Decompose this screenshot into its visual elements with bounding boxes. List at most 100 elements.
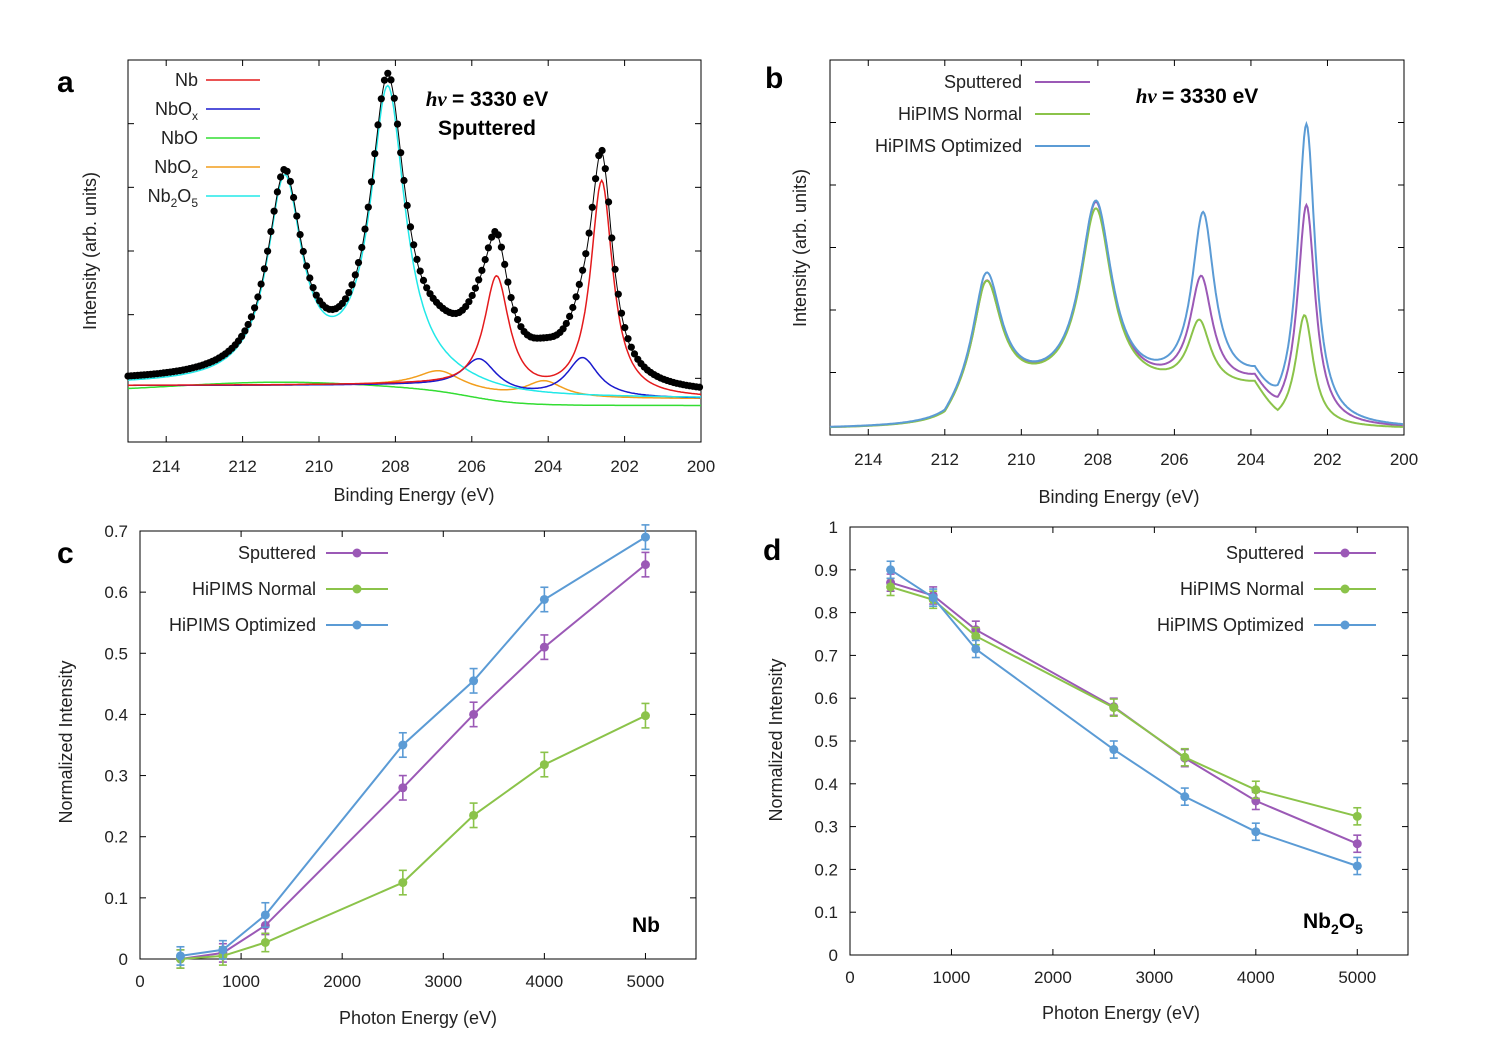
panel-c-data-point xyxy=(218,945,228,955)
panel-c-series-line xyxy=(180,714,646,960)
panel-a-curve-nb2o5 xyxy=(127,84,701,398)
panel-d-data-point xyxy=(1352,811,1362,821)
panel-a-data-point xyxy=(293,212,301,220)
panel-c-data-point xyxy=(260,937,270,947)
panel-a-data-point xyxy=(494,231,502,239)
legend-sub: x xyxy=(192,109,198,123)
panel-c-data-point xyxy=(640,560,650,570)
panel-a-data-point xyxy=(384,69,392,77)
panel-a-data-point xyxy=(588,203,596,211)
panel-d-data-point xyxy=(886,565,896,575)
panel-d-data-point xyxy=(1251,827,1261,837)
panel-a-data-point xyxy=(341,295,350,303)
panel-d-title: Nb2O5 xyxy=(1303,910,1363,937)
panel-d-ytick-label: 0.3 xyxy=(814,818,838,837)
panel-a-data-point xyxy=(624,335,632,343)
panel-a-data-point xyxy=(312,291,320,299)
panel-d-ytick-label: 0.2 xyxy=(814,860,838,879)
panel-c-xtick-label: 4000 xyxy=(525,972,563,991)
panel-d-data-point xyxy=(1352,861,1362,871)
panel-a-data-point xyxy=(345,289,353,297)
panel-d-title-o: O xyxy=(1339,910,1355,933)
panel-c-data-point xyxy=(175,951,185,961)
panel-d-xtick-label: 1000 xyxy=(933,968,971,987)
panel-c-ytick-label: 0.2 xyxy=(104,828,128,847)
panel-a-data-point xyxy=(387,76,395,84)
panel-a-data-point xyxy=(497,243,505,251)
panel-c-data-point xyxy=(469,676,479,686)
panel-a-data-point xyxy=(403,201,411,210)
panel-a-legend-label: NbOx xyxy=(155,99,198,123)
panel-a-data-point xyxy=(309,284,317,292)
panel-a-xlabel: Binding Energy (eV) xyxy=(333,485,494,505)
panel-a-data-point xyxy=(575,280,583,288)
panel-b-xtick-label: 206 xyxy=(1160,450,1188,469)
panel-a-data-point xyxy=(481,256,489,264)
panel-a-data-point xyxy=(484,244,492,252)
panel-b-xtick-label: 202 xyxy=(1313,450,1341,469)
panel-d-title-sub1: 2 xyxy=(1331,921,1339,937)
panel-a-data-point xyxy=(475,276,483,284)
panel-a-curve-envelope xyxy=(127,74,702,390)
panel-a-xtick-label: 202 xyxy=(610,457,638,476)
panel-a-data-point xyxy=(579,266,587,274)
panel-a-legend-label: Nb2O5 xyxy=(148,186,199,210)
panel-c-series-line xyxy=(180,536,647,957)
panel-a-legend-label: Nb xyxy=(175,70,198,90)
legend-base: Nb xyxy=(175,70,198,90)
panel-a-data-point xyxy=(419,276,428,284)
panel-c-data-point xyxy=(539,594,549,604)
panel-a-data-point xyxy=(410,241,418,249)
panel-c-legend-marker xyxy=(352,584,362,594)
panel-a-data-point xyxy=(595,152,603,160)
panel-b-series-line xyxy=(829,120,1403,428)
panel-c-data-point xyxy=(539,760,549,770)
panel-a-data-point xyxy=(566,312,574,320)
panel-d-legend-marker xyxy=(1340,620,1350,630)
photon-symbol: hν xyxy=(1136,84,1162,108)
panel-d-ytick-label: 0.8 xyxy=(814,604,838,623)
panel-b-legend-label: Sputtered xyxy=(944,72,1022,92)
panel-d-title-nb: Nb xyxy=(1303,910,1331,933)
panel-d-legend-marker xyxy=(1340,584,1350,594)
panel-d-ytick-label: 0.9 xyxy=(814,561,838,580)
panel-a-data-point xyxy=(303,262,311,270)
legend-base: NbO xyxy=(154,157,191,177)
panel-d-ytick-label: 0.4 xyxy=(814,775,838,794)
panel-a-data-point xyxy=(367,178,376,186)
panel-d-ytick-label: 1 xyxy=(829,518,838,537)
panel-a-data-point xyxy=(348,281,356,289)
panel-b-legend-label: HiPIMS Optimized xyxy=(875,136,1022,156)
panel-a-data-point xyxy=(406,223,415,231)
panel-d-legend-label: Sputtered xyxy=(1226,543,1304,563)
panel-d-data-point xyxy=(1180,792,1190,802)
panel-a-data-point xyxy=(488,233,496,241)
panel-a-data-point xyxy=(397,149,405,157)
panel-d-ytick-label: 0.1 xyxy=(814,903,838,922)
panel-a-ylabel: Intensity (arb. units) xyxy=(80,172,100,330)
panel-a-xtick-label: 214 xyxy=(152,457,180,476)
panel-b-xtick-label: 204 xyxy=(1237,450,1265,469)
panel-c-ylabel: Normalized Intensity xyxy=(56,660,76,823)
photon-symbol: hν xyxy=(426,87,452,111)
panel-c-ytick-label: 0.3 xyxy=(104,767,128,786)
panel-a-data-point xyxy=(299,247,307,256)
panel-a-data-point xyxy=(559,325,567,333)
panel-d-legend-marker xyxy=(1340,548,1350,558)
panel-a-data-point xyxy=(501,260,509,268)
panel-a-data-point xyxy=(630,350,639,358)
panel-a-data-point xyxy=(364,203,372,211)
panel-a-data-point xyxy=(254,293,262,301)
panel-c-data-point xyxy=(539,642,549,652)
panel-a-data-point xyxy=(423,284,431,292)
panel-b-xtick-label: 210 xyxy=(1007,450,1035,469)
panel-a-data-point xyxy=(465,298,473,306)
panel-d-data-point xyxy=(886,582,896,592)
legend-base: NbO xyxy=(161,128,198,148)
panel-c-data-point xyxy=(469,709,479,719)
panel-a-curve-nbo xyxy=(127,381,701,407)
panel-b-series-line xyxy=(829,200,1403,428)
panel-d-xtick-label: 0 xyxy=(845,968,854,987)
photon-value: = 3330 eV xyxy=(452,88,548,111)
panel-a-data-point xyxy=(267,228,275,236)
